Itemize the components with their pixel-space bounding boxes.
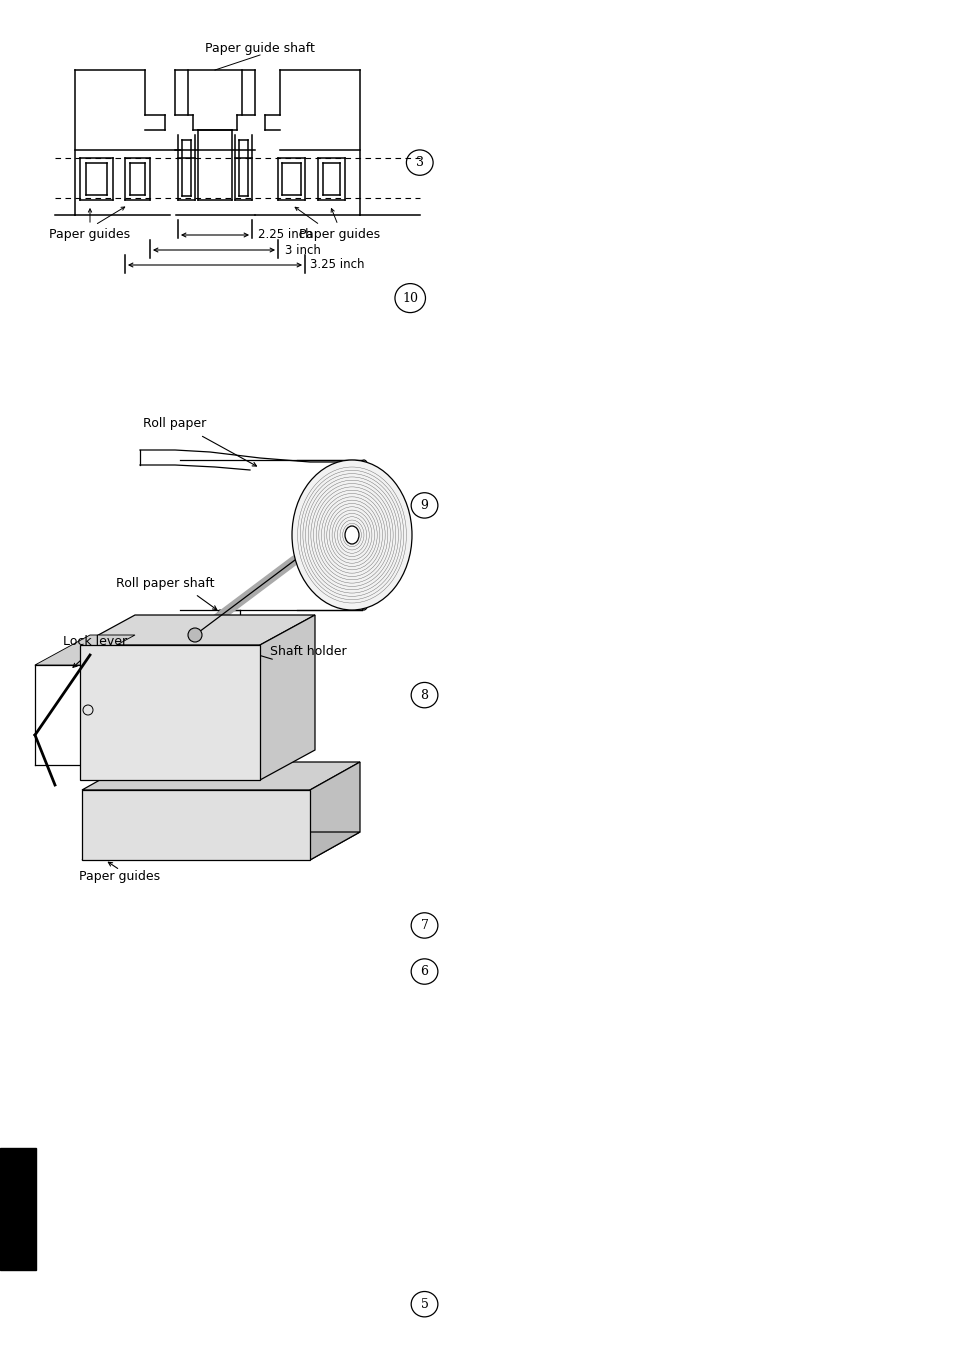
Text: Paper guides: Paper guides xyxy=(79,870,160,883)
Text: 5: 5 xyxy=(420,1298,428,1310)
Ellipse shape xyxy=(345,526,358,543)
Text: Lock lever: Lock lever xyxy=(63,635,127,648)
Ellipse shape xyxy=(352,459,375,610)
Ellipse shape xyxy=(292,459,412,610)
Text: 8: 8 xyxy=(420,688,428,702)
Text: Roll paper shaft: Roll paper shaft xyxy=(115,577,214,589)
Polygon shape xyxy=(82,762,359,790)
Text: 2.25 inch: 2.25 inch xyxy=(257,229,313,241)
Text: 7: 7 xyxy=(420,919,428,932)
Polygon shape xyxy=(82,832,359,860)
Text: 10: 10 xyxy=(402,291,417,305)
Text: 6: 6 xyxy=(420,965,428,978)
Text: 3.25 inch: 3.25 inch xyxy=(310,259,364,271)
Polygon shape xyxy=(80,615,314,645)
Text: Shaft holder: Shaft holder xyxy=(270,645,346,659)
Text: Paper guides: Paper guides xyxy=(50,228,131,241)
Bar xyxy=(0,1148,36,1270)
Text: 9: 9 xyxy=(420,499,428,512)
Text: Roll paper: Roll paper xyxy=(143,417,207,430)
Bar xyxy=(82,790,310,860)
Circle shape xyxy=(188,627,202,642)
Bar xyxy=(80,645,260,780)
Text: Paper guides: Paper guides xyxy=(299,228,380,241)
Polygon shape xyxy=(35,635,135,665)
Text: Paper guide shaft: Paper guide shaft xyxy=(205,42,314,56)
Text: 3 inch: 3 inch xyxy=(285,244,320,256)
Text: 3: 3 xyxy=(416,156,423,169)
Polygon shape xyxy=(260,615,314,780)
Polygon shape xyxy=(310,762,359,860)
